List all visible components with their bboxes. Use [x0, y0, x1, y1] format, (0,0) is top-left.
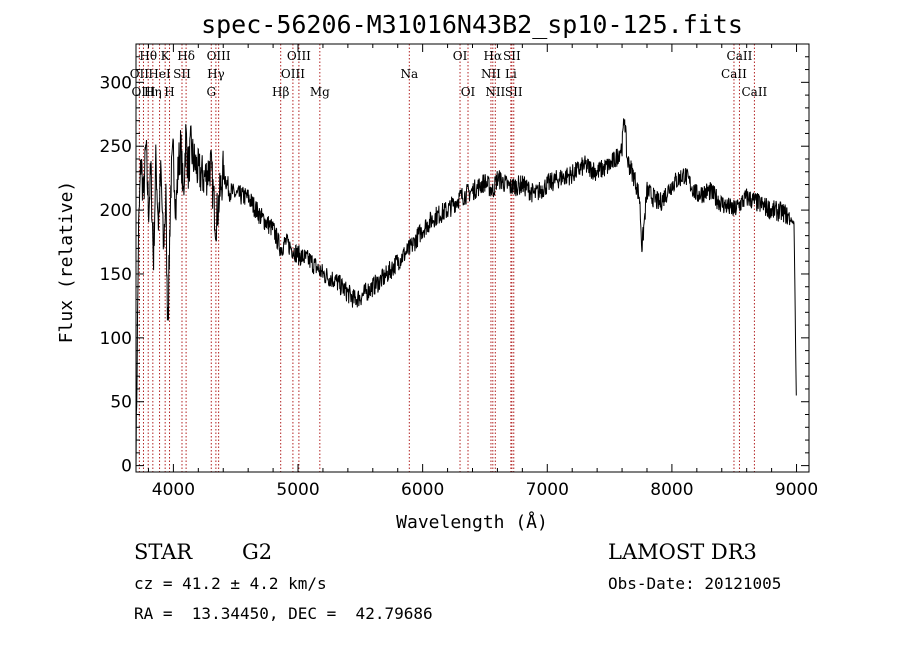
- marker-label-21: NII: [485, 85, 505, 99]
- y-tick-label-250: 250: [100, 137, 132, 157]
- marker-label-14: Hβ: [272, 85, 289, 99]
- observation-date: Obs-Date: 20121005: [608, 574, 782, 593]
- marker-label-5: HeI: [148, 67, 171, 81]
- marker-label-23: Li: [505, 67, 517, 81]
- spectrum-line: [135, 118, 797, 473]
- marker-label-12: OIII: [287, 49, 311, 63]
- y-tick-label-0: 0: [121, 457, 132, 477]
- marker-label-17: OI: [453, 49, 468, 63]
- marker-label-15: Mg: [310, 85, 330, 99]
- y-tick-label-150: 150: [100, 265, 132, 285]
- x-axis-ticks: 4000 5000 6000 7000 8000 9000: [147, 44, 818, 500]
- y-tick-label-300: 300: [100, 73, 132, 93]
- marker-label-24: SII: [505, 85, 523, 99]
- marker-label-19: Hα: [484, 49, 503, 63]
- y-tick-label-50: 50: [110, 393, 132, 413]
- line-markers: [138, 44, 755, 472]
- marker-label-10: Hγ: [207, 67, 225, 81]
- x-tick-label-5000: 5000: [276, 480, 319, 500]
- marker-label-9: OIII: [207, 49, 231, 63]
- object-class: STAR: [134, 540, 193, 564]
- marker-label-8: Hδ: [177, 49, 195, 63]
- survey-name: LAMOST DR3: [608, 540, 757, 564]
- marker-label-7: SII: [173, 67, 191, 81]
- marker-label-13: OIII: [281, 67, 305, 81]
- marker-label-0: Hθ: [139, 49, 157, 63]
- x-tick-label-4000: 4000: [152, 480, 195, 500]
- x-tick-label-9000: 9000: [775, 480, 818, 500]
- y-tick-label-200: 200: [100, 201, 132, 221]
- x-tick-label-8000: 8000: [650, 480, 693, 500]
- x-tick-label-7000: 7000: [526, 480, 569, 500]
- marker-label-18: OI: [461, 85, 476, 99]
- marker-label-26: CaII: [721, 67, 747, 81]
- y-axis-label: Flux (relative): [56, 181, 77, 344]
- coordinates: RA = 13.34450, DEC = 42.79686: [134, 604, 433, 623]
- marker-label-4: K: [161, 49, 171, 63]
- y-tick-label-100: 100: [100, 329, 132, 349]
- chart-title: spec-56206-M31016N43B2_sp10-125.fits: [201, 10, 743, 39]
- marker-label-20: NII: [481, 67, 501, 81]
- marker-label-27: CaII: [741, 85, 767, 99]
- x-tick-label-6000: 6000: [401, 480, 444, 500]
- redshift-cz: cz = 41.2 ± 4.2 km/s: [134, 574, 327, 593]
- marker-label-6: H: [164, 85, 174, 99]
- plot-frame: [135, 43, 810, 473]
- marker-label-22: SII: [503, 49, 521, 63]
- marker-label-16: Na: [400, 67, 418, 81]
- marker-label-1: OII: [130, 67, 150, 81]
- marker-label-11: G: [206, 85, 216, 99]
- y-axis-ticks: 0 50 100 150 200 250 300: [100, 56, 809, 477]
- marker-label-3: Hη: [144, 85, 162, 99]
- marker-label-25: CaII: [727, 49, 753, 63]
- x-axis-label: Wavelength (Å): [396, 511, 548, 533]
- subclass: G2: [242, 540, 273, 564]
